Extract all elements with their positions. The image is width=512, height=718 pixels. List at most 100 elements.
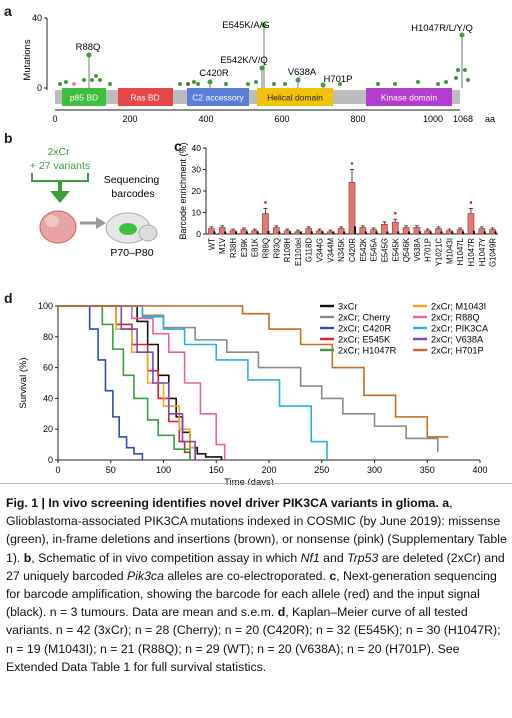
panel-b-schematic: 2xCr + 27 variants Sequencing barcodes P… xyxy=(30,146,162,259)
panel-c-input-bar xyxy=(235,231,238,234)
panel-c-xtick-label: WT xyxy=(207,238,216,250)
caption-b-text3: alleles are co-electroporated. xyxy=(163,568,330,583)
panel-c-input-bar xyxy=(321,231,324,234)
panel-d-legend-label: 2xCr; V638A xyxy=(431,335,484,345)
panel-letter-c: c xyxy=(174,138,182,154)
panel-c-input-bar xyxy=(418,231,421,234)
panel-d-legend-label: 2xCr; Cherry xyxy=(338,313,390,323)
panel-b-bracket xyxy=(31,173,89,182)
panel-a-xtick-label: 400 xyxy=(198,114,213,124)
panel-c-input-bar xyxy=(353,226,356,234)
panel-c-ytick-label: 0 xyxy=(196,229,201,239)
panel-d-curve-2xcr-cherry xyxy=(58,305,439,453)
panel-c-xtick-label: R93Q xyxy=(272,238,281,258)
panel-b-arrow-right-head xyxy=(96,217,106,229)
domain-kinase xyxy=(366,88,452,106)
panel-c-xtick-label: Q546K xyxy=(402,237,411,262)
domain-helical xyxy=(257,88,333,106)
panel-a-xtick-label: 200 xyxy=(122,114,137,124)
panel-c-input-bar xyxy=(408,231,411,234)
mutation-label-v638a: V638A xyxy=(288,67,317,78)
panel-d-curve-2xcr-h701p xyxy=(58,305,449,438)
panel-d-ytick-label: 0 xyxy=(48,455,53,465)
panel-c-input-bar xyxy=(332,231,335,234)
panel-b-age: P70–P80 xyxy=(110,247,153,259)
panel-c-input-bar xyxy=(397,231,400,234)
panel-c-input-bar xyxy=(386,231,389,234)
domain-c2-accessory xyxy=(187,88,249,106)
panel-c-xtick-label: M1V xyxy=(218,237,227,254)
domain-label-kinase: Kinase domain xyxy=(381,93,438,103)
caption-a-label: a xyxy=(442,496,450,510)
panel-c-input-bar xyxy=(429,231,432,234)
panel-b-arrow-head xyxy=(50,191,70,203)
caption-c-text: , Next-generation sequencing for barcode… xyxy=(6,568,497,620)
panel-c-bar-chart: 0 10 20 30 40 Barcode enrichment (%) WT M1V R38H… xyxy=(178,142,498,267)
panel-c-input-bar xyxy=(472,230,475,234)
panel-c-input-bar xyxy=(451,231,454,234)
panel-a-xtick-label: 600 xyxy=(274,114,289,124)
mutation-label-h1047r: H1047R/L/Y/Q xyxy=(411,23,473,34)
panel-c-xtick-label: E545G xyxy=(380,238,389,262)
panel-b-condition-line1: 2xCr xyxy=(47,146,70,158)
domain-p85-bd xyxy=(62,88,106,106)
panel-c-input-bar xyxy=(310,231,313,234)
panel-c-bar-C420R xyxy=(348,182,356,235)
embryo-icon xyxy=(39,210,77,244)
domain-ras-bd xyxy=(118,88,173,106)
caption-b-label: b xyxy=(23,550,32,565)
caption-and: and xyxy=(319,550,348,565)
panel-c-input-bar xyxy=(256,231,259,234)
panel-c-xtick-label: Y1021C xyxy=(435,238,444,267)
panel-c-xtick-label: V344M xyxy=(326,238,335,263)
domain-label-ras: Ras BD xyxy=(130,93,159,103)
mutation-label-e542k: E542K/V/Q xyxy=(220,55,268,66)
panel-d-legend-label: 2xCr; R88Q xyxy=(431,313,480,323)
panel-c-input-bar xyxy=(213,231,216,234)
panel-d-legend-label: 2xCr; H701P xyxy=(431,346,484,356)
mutation-label-c420r: C420R xyxy=(199,68,229,79)
caption-a-text: , Glioblastoma-associated PIK3CA mutatio… xyxy=(6,496,507,565)
panel-a-ytick-label: 40 xyxy=(32,13,42,23)
panel-a-xunit: aa xyxy=(485,114,495,124)
embryo-head-icon xyxy=(45,215,59,227)
caption-d-text: , Kaplan–Meier curve of all tested varia… xyxy=(6,605,501,674)
panel-d-ytick-label: 100 xyxy=(38,301,53,311)
panel-d-legend-label: 2xCr; PIK3CA xyxy=(431,324,489,334)
domain-label-p85: p85 BD xyxy=(70,93,98,103)
mutation-label-h701p: H701P xyxy=(323,74,352,85)
panel-c-xtick-label: G1049R xyxy=(489,238,498,267)
panel-a-xticks: 0 200 400 600 800 1000 1068 aa xyxy=(52,114,495,124)
panel-c-xtick-label: M1043I xyxy=(445,238,454,264)
panel-a-xtick-label: 1068 xyxy=(453,114,473,124)
caption-title: Fig. 1 | In vivo screening identifies no… xyxy=(6,496,439,510)
panel-b-sequencing: Sequencing barcodes xyxy=(104,174,162,200)
panel-b-sequencing-line2: barcodes xyxy=(111,188,154,200)
panel-d-xtick-label: 250 xyxy=(314,465,329,475)
panel-c-ylabel: Barcode enrichment (%) xyxy=(178,142,188,239)
panel-a-ytick-label: 0 xyxy=(37,83,42,93)
panel-c-xtick-label: G118D xyxy=(305,238,314,262)
mutation-label-e545k: E545K/A/G xyxy=(222,20,270,31)
panel-c-xtick-label: E545A xyxy=(370,237,379,261)
panel-d-legend-label: 2xCr; M1043I xyxy=(431,302,486,312)
panel-a-xtick-label: 800 xyxy=(350,114,365,124)
panel-c-xtick-label: N345K xyxy=(337,237,346,262)
panel-c-input-bar xyxy=(278,231,281,234)
caption-trp53: Trp53 xyxy=(347,550,379,565)
panel-c-ytick-label: 30 xyxy=(192,165,202,175)
lollipop-stems xyxy=(88,25,463,88)
panel-d-xlabel: Time (days) xyxy=(224,477,274,485)
caption-pik3ca: Pik3ca xyxy=(127,568,164,583)
tumour-icon xyxy=(119,223,137,235)
panel-letter-d: d xyxy=(4,290,13,306)
panel-letter-a: a xyxy=(4,3,12,19)
panel-c-input-bar xyxy=(224,231,227,234)
panel-d-xtick-label: 200 xyxy=(261,465,276,475)
panel-c-input-bar xyxy=(267,230,270,234)
panel-d-xtick-label: 300 xyxy=(367,465,382,475)
panel-b-sequencing-line1: Sequencing xyxy=(104,174,160,186)
panel-d-xtick-label: 50 xyxy=(106,465,116,475)
panel-c-input-bar xyxy=(494,231,497,234)
domain-label-c2: C2 accessory xyxy=(192,93,244,103)
